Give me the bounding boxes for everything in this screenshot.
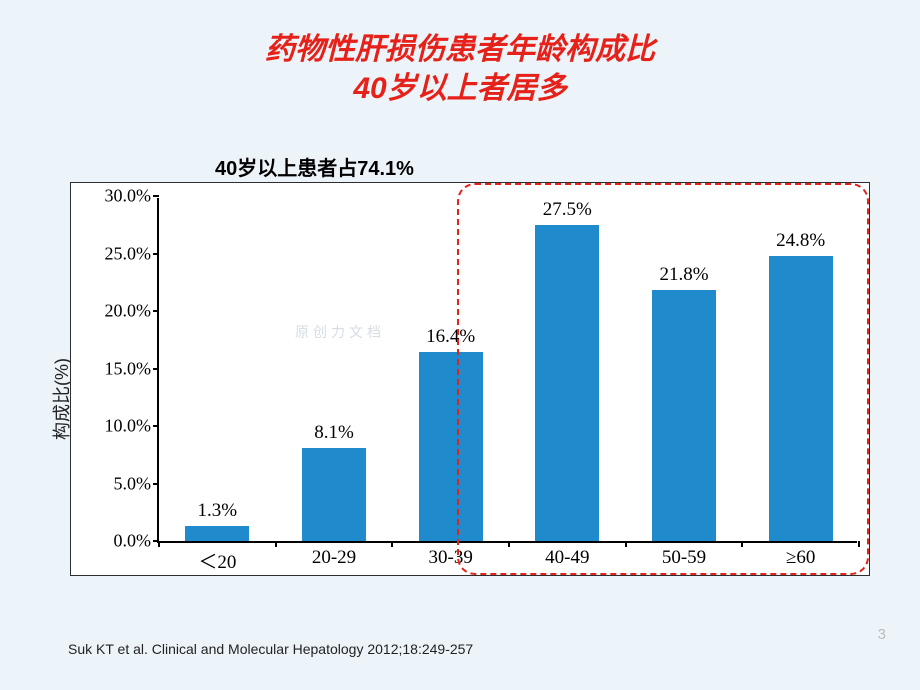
bar-value-label: 1.3% xyxy=(198,500,238,526)
y-tick-label: 20.0% xyxy=(105,301,160,322)
x-tick-label: ＜20 xyxy=(198,541,236,574)
bar-value-label: 16.4% xyxy=(426,326,475,352)
subtitle: 40岁以上患者占74.1% xyxy=(215,152,414,181)
x-tick-label: 50-59 xyxy=(662,541,706,569)
x-tick-mark xyxy=(158,541,160,547)
bar-value-label: 21.8% xyxy=(659,264,708,290)
y-tick-mark xyxy=(153,310,159,312)
x-tick-label: 20-29 xyxy=(312,541,356,569)
chart-panel: 0.0%5.0%10.0%15.0%20.0%25.0%30.0%＜201.3%… xyxy=(70,182,870,576)
y-tick-label: 30.0% xyxy=(105,186,160,207)
chart-bar: 24.8% xyxy=(769,256,833,541)
y-tick-label: 25.0% xyxy=(105,243,160,264)
y-tick-label: 10.0% xyxy=(105,416,160,437)
chart-bar: 8.1% xyxy=(302,448,366,541)
y-tick-mark xyxy=(153,195,159,197)
y-tick-mark xyxy=(153,483,159,485)
chart-bar: 21.8% xyxy=(652,290,716,541)
x-tick-label: 40-49 xyxy=(545,541,589,569)
citation: Suk KT et al. Clinical and Molecular Hep… xyxy=(68,641,473,657)
title-line1: 药物性肝损伤患者年龄构成比 xyxy=(0,30,920,69)
x-tick-mark xyxy=(858,541,860,547)
x-tick-mark xyxy=(391,541,393,547)
y-tick-mark xyxy=(153,253,159,255)
chart-plot-area: 0.0%5.0%10.0%15.0%20.0%25.0%30.0%＜201.3%… xyxy=(157,198,857,543)
x-tick-mark xyxy=(741,541,743,547)
x-tick-label: 30-39 xyxy=(428,541,472,569)
x-tick-label: ≥60 xyxy=(786,541,815,569)
slide-title: 药物性肝损伤患者年龄构成比 40岁以上者居多 xyxy=(0,0,920,108)
x-tick-mark xyxy=(275,541,277,547)
y-tick-mark xyxy=(153,368,159,370)
chart-bar: 1.3% xyxy=(185,526,249,541)
bar-value-label: 8.1% xyxy=(314,422,354,448)
page-number: 3 xyxy=(878,626,886,643)
x-tick-mark xyxy=(625,541,627,547)
bar-value-label: 24.8% xyxy=(776,230,825,256)
y-tick-label: 15.0% xyxy=(105,358,160,379)
chart-bar: 27.5% xyxy=(535,225,599,541)
y-tick-mark xyxy=(153,425,159,427)
chart-bar: 16.4% xyxy=(419,352,483,541)
title-line2: 40岁以上者居多 xyxy=(0,69,920,108)
x-tick-mark xyxy=(508,541,510,547)
bar-value-label: 27.5% xyxy=(543,199,592,225)
